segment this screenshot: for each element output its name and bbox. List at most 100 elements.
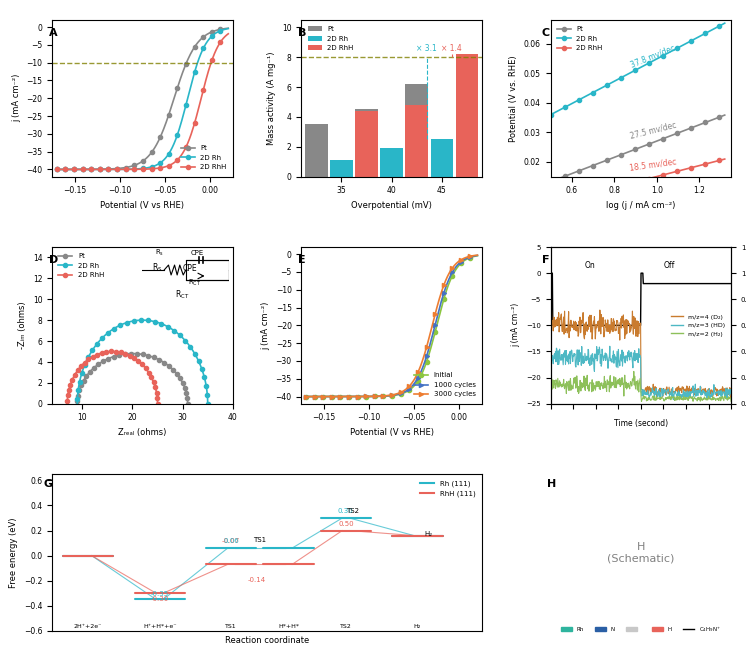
2D Rh [546,111,555,119]
m/z=4 (D₂) [618,321,627,329]
Y-axis label: j (mA cm⁻²): j (mA cm⁻²) [12,74,21,122]
Text: On: On [584,261,595,270]
2D Rh [706,27,715,35]
Initial [347,392,356,400]
Text: 0.30: 0.30 [338,508,354,514]
1000 cycles [301,392,310,400]
m/z=2 (H₂) [638,398,647,406]
1000 cycles [333,392,342,400]
Text: TS1: TS1 [225,624,237,629]
Pt [157,357,166,365]
m/z=3 (HD) [603,339,612,347]
2D RhH [136,359,145,367]
m/z=2 (H₂) [568,382,577,390]
Bar [456,54,478,177]
2D Rh [73,400,82,408]
1000 cycles [308,392,317,400]
Bar [305,124,327,177]
2D Rh [224,25,233,33]
Line: Initial: Initial [304,254,480,398]
2D Rh [172,329,181,337]
Text: 27.5 mv/dec: 27.5 mv/dec [629,120,677,140]
Legend: Pt, 2D Rh, 2D RhH: Pt, 2D Rh, 2D RhH [305,23,357,54]
Text: Off: Off [663,261,674,270]
Pt [184,400,192,408]
2D RhH [147,373,156,381]
Text: 2H⁺+2e⁻: 2H⁺+2e⁻ [74,624,102,629]
2D Rh [59,165,68,173]
2D Rh [169,327,178,335]
2D RhH [109,347,118,355]
Legend: Initial, 1000 cycles, 3000 cycles: Initial, 1000 cycles, 3000 cycles [412,370,478,400]
Initial [312,392,321,400]
Pt [586,162,595,170]
Text: H
(Schematic): H (Schematic) [607,542,674,563]
Y-axis label: j (mA cm⁻²): j (mA cm⁻²) [261,301,270,349]
Y-axis label: -Zᵢₘ (ohms): -Zᵢₘ (ohms) [19,301,28,349]
Text: R$_\mathrm{CT}$: R$_\mathrm{CT}$ [175,288,189,301]
Pt [224,24,233,32]
2D Rh [586,90,595,98]
Line: 2D RhH: 2D RhH [65,349,160,406]
2D RhH [586,189,595,197]
Text: TS2: TS2 [340,624,351,629]
Initial [333,392,342,400]
Bar [330,160,353,177]
Legend: Pt, 2D Rh, 2D RhH: Pt, 2D Rh, 2D RhH [178,143,229,173]
X-axis label: Potential (V vs RHE): Potential (V vs RHE) [101,201,184,210]
3000 cycles [312,392,321,400]
Text: -0.30: -0.30 [151,596,169,602]
Pt [73,400,82,408]
2D RhH [63,400,72,408]
Bar [355,110,378,177]
2D RhH [88,353,97,361]
2D RhH [712,157,721,165]
Text: R$_\mathrm{S}$: R$_\mathrm{S}$ [151,262,162,274]
2D RhH [720,155,729,163]
Initial [464,254,473,262]
3000 cycles [347,392,356,400]
2D Rh [203,400,212,408]
m/z=2 (H₂) [546,388,555,396]
3000 cycles [464,252,473,260]
Text: A: A [48,28,57,38]
Pt [209,27,218,35]
2D Rh [184,340,192,348]
Line: m/z=4 (D₂): m/z=4 (D₂) [551,311,731,397]
Text: 37.8 mv/dec: 37.8 mv/dec [629,43,677,69]
Line: m/z=2 (H₂): m/z=2 (H₂) [551,374,731,402]
Text: H*+H*: H*+H* [278,624,299,629]
1000 cycles [464,254,473,262]
Line: 1000 cycles: 1000 cycles [304,254,480,398]
m/z=4 (D₂) [660,386,669,394]
2D Rh [720,19,729,27]
Text: C: C [542,28,550,38]
Text: D: D [48,255,58,265]
Bar [430,139,453,177]
m/z=2 (H₂) [678,395,687,403]
Legend: Rh (111), RhH (111): Rh (111), RhH (111) [418,477,478,500]
Line: Pt: Pt [75,351,189,406]
Pt [104,355,113,363]
Y-axis label: j (mA cm⁻²): j (mA cm⁻²) [511,303,521,347]
m/z=3 (HD) [645,398,653,406]
2D RhH [130,354,139,362]
Text: 0.06: 0.06 [223,538,239,544]
Text: 18.5 mv/dec: 18.5 mv/dec [629,157,677,173]
2D RhH [209,52,218,60]
2D RhH [650,173,659,181]
Bar [380,148,403,177]
X-axis label: Potential (V vs RHE): Potential (V vs RHE) [350,428,433,437]
Pt [162,361,171,369]
m/z=4 (D₂) [677,388,686,396]
Text: TS2: TS2 [346,508,360,514]
m/z=3 (HD) [546,350,555,358]
Text: H: H [547,479,557,489]
Line: m/z=3 (HD): m/z=3 (HD) [551,343,731,402]
Text: H₂: H₂ [424,531,433,537]
2D Rh [650,56,659,64]
Text: G: G [43,479,53,489]
X-axis label: Overpotential (mV): Overpotential (mV) [351,201,432,210]
Line: 2D Rh: 2D Rh [548,21,727,117]
Line: 2D RhH: 2D RhH [548,157,727,206]
